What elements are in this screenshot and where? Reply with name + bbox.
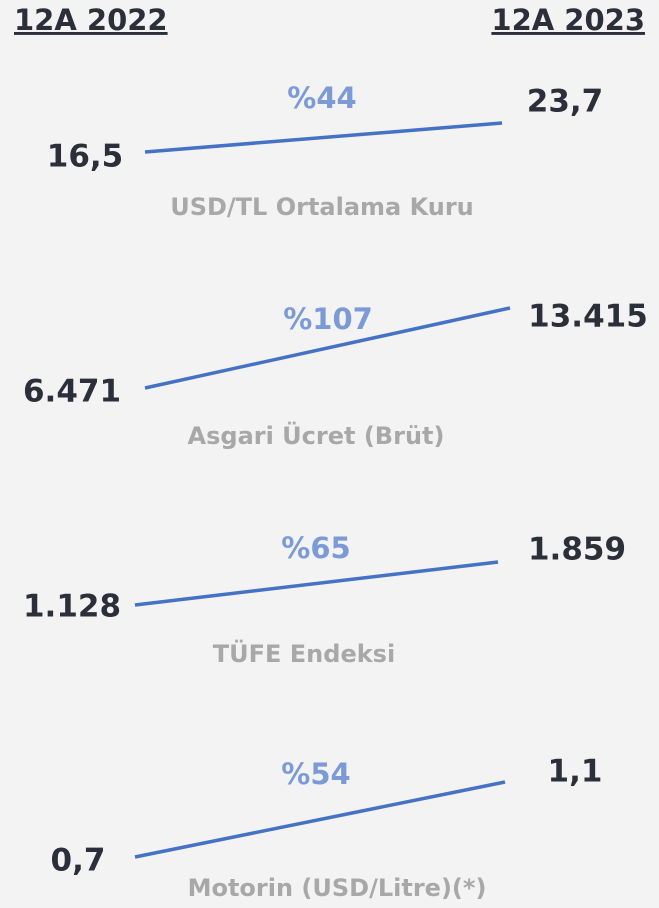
slope-line (134, 780, 506, 859)
change: %44 (287, 81, 356, 115)
end-value: 1.859 (528, 532, 626, 568)
slope-line (144, 121, 503, 154)
end-value: 23,7 (527, 84, 604, 120)
item-label: Asgari Ücret (Brüt) (188, 420, 445, 450)
end-value: 1,1 (548, 754, 603, 790)
item-label: Motorin (USD/Litre)(*) (188, 874, 487, 902)
slope-line (134, 560, 499, 607)
start-value: 16,5 (47, 139, 124, 175)
change: %54 (281, 757, 350, 791)
change: %65 (281, 531, 350, 565)
item-label: USD/TL Ortalama Kuru (170, 193, 474, 221)
item-label: TÜFE Endeksi (213, 638, 395, 668)
header-left: 12A 2022 (14, 3, 168, 37)
start-value: 0,7 (51, 843, 106, 879)
start-value: 6.471 (23, 374, 121, 410)
slope-line (144, 306, 511, 390)
end-value: 13.415 (528, 299, 648, 335)
header-right: 12A 2023 (491, 3, 645, 37)
start-value: 1.128 (23, 589, 121, 625)
change: %107 (283, 302, 373, 336)
